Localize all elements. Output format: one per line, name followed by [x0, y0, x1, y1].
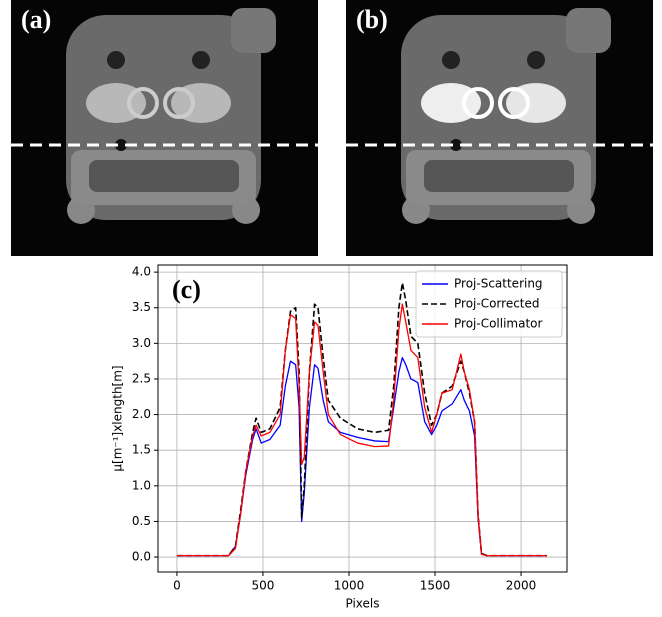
image-a: (a) — [11, 0, 318, 256]
y-tick-label: 0.5 — [132, 514, 151, 528]
plot-frame — [157, 264, 568, 573]
chart: 0.0 0.5 1.0 1.5 2.0 2.5 3.0 3.5 4.0 0 500 1000 1500 2… — [111, 264, 568, 611]
legend-label: Proj-Scattering — [454, 277, 543, 291]
x-tick-label: 0 — [173, 579, 181, 593]
x-axis-label: Pixels — [345, 597, 379, 611]
image-b: (b) — [346, 0, 653, 256]
y-tick-label: 1.5 — [132, 443, 151, 457]
series-line — [176, 303, 547, 557]
y-tick-label: 3.5 — [132, 300, 151, 314]
y-tick-label: 4.0 — [132, 265, 151, 279]
legend-label: Proj-Collimator — [454, 317, 543, 331]
series-line — [176, 282, 547, 557]
y-tick-label: 1.0 — [132, 478, 151, 492]
x-tick-label: 2000 — [506, 579, 537, 593]
y-tick-label: 3.0 — [132, 336, 151, 350]
y-tick-label: 0.0 — [132, 550, 151, 564]
legend-label: Proj-Corrected — [454, 297, 540, 311]
x-tick-label: 1500 — [420, 579, 451, 593]
annotation: (c) — [172, 275, 201, 304]
y-axis-label: µ[m⁻¹]xlength[m] — [111, 365, 125, 471]
panel-label: (a) — [21, 5, 51, 34]
y-tick-label: 2.5 — [132, 371, 151, 385]
series-line — [176, 356, 547, 557]
x-tick-label: 500 — [252, 579, 275, 593]
panel-label: (b) — [356, 5, 388, 34]
x-tick-label: 1000 — [334, 579, 365, 593]
y-tick-label: 2.0 — [132, 407, 151, 421]
legend-box — [415, 270, 563, 338]
